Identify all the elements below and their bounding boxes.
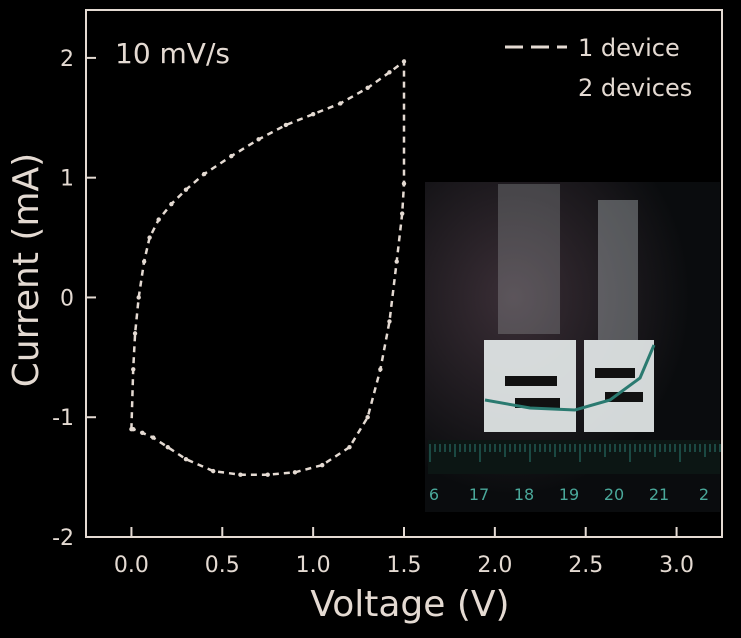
- series-point-1: [338, 101, 343, 106]
- legend: 1 device 2 devices: [505, 34, 692, 102]
- ruler-label: 17: [469, 485, 489, 504]
- x-axis-ticks: [130, 527, 678, 537]
- series-point-1: [183, 456, 189, 462]
- inset-electrode-upper-left: [498, 184, 560, 334]
- ruler-label: 19: [559, 485, 579, 504]
- series-point-1: [347, 444, 352, 450]
- series-point-1: [283, 122, 289, 128]
- series-point-1: [378, 367, 383, 372]
- series-point-1: [401, 181, 407, 186]
- series-point-1: [365, 415, 370, 420]
- series-point-1: [401, 59, 407, 64]
- series-point-1: [156, 217, 161, 222]
- inset-ruler-labels: 6 17 18 19 20 21 2: [429, 485, 709, 504]
- series-point-1: [320, 462, 325, 468]
- x-tick-label: 0.0: [114, 553, 149, 578]
- inset-wire: [484, 344, 656, 412]
- scan-rate-annotation: 10 mV/s: [115, 37, 230, 70]
- inset-pad-right: [584, 340, 654, 432]
- series-point-1: [399, 211, 405, 216]
- series-point-1: [211, 468, 216, 474]
- ruler-label: 6: [429, 485, 439, 504]
- series-point-1: [238, 472, 243, 477]
- ruler-label: 18: [514, 485, 534, 504]
- y-axis-title: Current (mA): [6, 153, 47, 387]
- series-point-1: [165, 444, 170, 450]
- inset-finger-1: [505, 376, 557, 386]
- series-point-1: [387, 319, 392, 324]
- series-point-1: [151, 435, 156, 440]
- series-point-1: [256, 137, 261, 142]
- series-line-1: [130, 59, 406, 476]
- inset-electrode-upper-right: [598, 200, 638, 340]
- x-tick-label: 0.5: [205, 553, 240, 578]
- series-point-1: [387, 70, 392, 75]
- series-point-1: [131, 367, 136, 372]
- y-tick-label: 1: [60, 167, 74, 192]
- y-tick-label: 2: [60, 47, 74, 72]
- series-point-1: [131, 427, 136, 432]
- series-point-1: [169, 201, 174, 207]
- y-tick-label: -1: [52, 406, 74, 431]
- device-photo-inset: 6 17 18 19 20 21 2: [425, 182, 721, 512]
- series-point-1: [229, 153, 234, 159]
- ruler-label: 2: [699, 485, 709, 504]
- series-point-1: [310, 112, 316, 117]
- inset-finger-3: [595, 368, 635, 378]
- inset-finger-4: [605, 392, 643, 402]
- x-tick-label: 1.5: [387, 553, 422, 578]
- series-layer: [129, 59, 407, 477]
- inset-finger-2: [515, 398, 560, 408]
- y-axis-ticks: [86, 56, 96, 538]
- legend-label-2-devices: 2 devices: [578, 74, 692, 102]
- inset-ruler-ticks: [429, 444, 721, 462]
- y-tick-label: 0: [60, 286, 74, 311]
- series-point-1: [365, 85, 370, 91]
- series-point-1: [183, 187, 189, 192]
- x-tick-label: 3.0: [659, 553, 694, 578]
- y-tick-label: -2: [52, 526, 74, 551]
- series-point-1: [136, 295, 141, 300]
- ruler-label: 20: [604, 485, 624, 504]
- ruler-label: 21: [649, 485, 669, 504]
- series-point-1: [132, 331, 138, 336]
- x-tick-label: 2.5: [568, 553, 603, 578]
- x-axis-title: Voltage (V): [310, 584, 509, 625]
- series-point-1: [394, 259, 399, 264]
- x-axis-tick-labels: 0.0 0.5 1.0 1.5 2.0 2.5 3.0: [114, 553, 694, 578]
- inset-ruler: [428, 440, 720, 474]
- x-tick-label: 1.0: [296, 553, 331, 578]
- series-point-1: [147, 235, 152, 240]
- y-axis-tick-labels: 2 1 0 -1 -2: [52, 47, 74, 551]
- x-tick-label: 2.0: [477, 553, 512, 578]
- series-point-1: [141, 259, 147, 264]
- series-point-1: [140, 430, 145, 435]
- series-point-1: [292, 470, 298, 475]
- series-point-1: [201, 171, 207, 177]
- series-point-1: [265, 472, 270, 477]
- legend-label-1-device: 1 device: [578, 34, 680, 62]
